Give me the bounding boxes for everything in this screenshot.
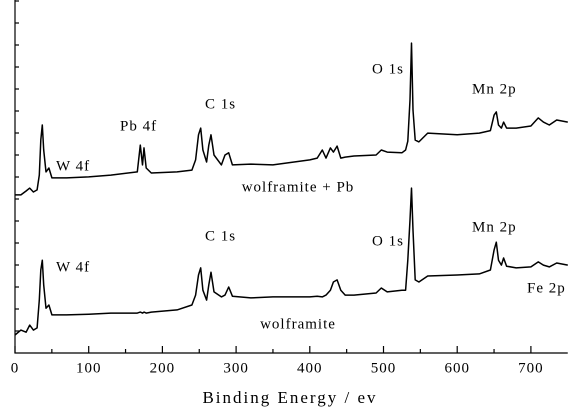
x-tick-label: 0 bbox=[11, 360, 20, 376]
peak-annotation: Pb 4f bbox=[120, 118, 157, 134]
x-tick-label: 600 bbox=[444, 360, 470, 376]
peak-annotation: W 4f bbox=[56, 158, 90, 174]
peak-annotation: O 1s bbox=[372, 233, 404, 249]
x-tick-label: 700 bbox=[518, 360, 544, 376]
x-tick-label: 500 bbox=[371, 360, 397, 376]
spectrum-line bbox=[14, 187, 568, 336]
peak-annotation: Mn 2p bbox=[472, 81, 517, 97]
peak-annotation: O 1s bbox=[372, 61, 404, 77]
peak-annotation: Mn 2p bbox=[472, 219, 517, 235]
peak-annotation: Fe 2p bbox=[527, 280, 566, 296]
spectrum-line bbox=[15, 42, 568, 196]
x-tick-label: 300 bbox=[223, 360, 249, 376]
peak-annotation: C 1s bbox=[205, 228, 236, 244]
x-tick-label: 200 bbox=[150, 360, 176, 376]
series-label: wolframite + Pb bbox=[242, 179, 355, 195]
peak-annotation: W 4f bbox=[56, 259, 90, 275]
series-label: wolframite bbox=[260, 316, 336, 332]
peak-annotation: C 1s bbox=[205, 96, 236, 112]
x-axis-label: Binding Energy / ev bbox=[202, 388, 377, 407]
x-tick-label: 400 bbox=[297, 360, 323, 376]
x-tick-label: 100 bbox=[76, 360, 102, 376]
